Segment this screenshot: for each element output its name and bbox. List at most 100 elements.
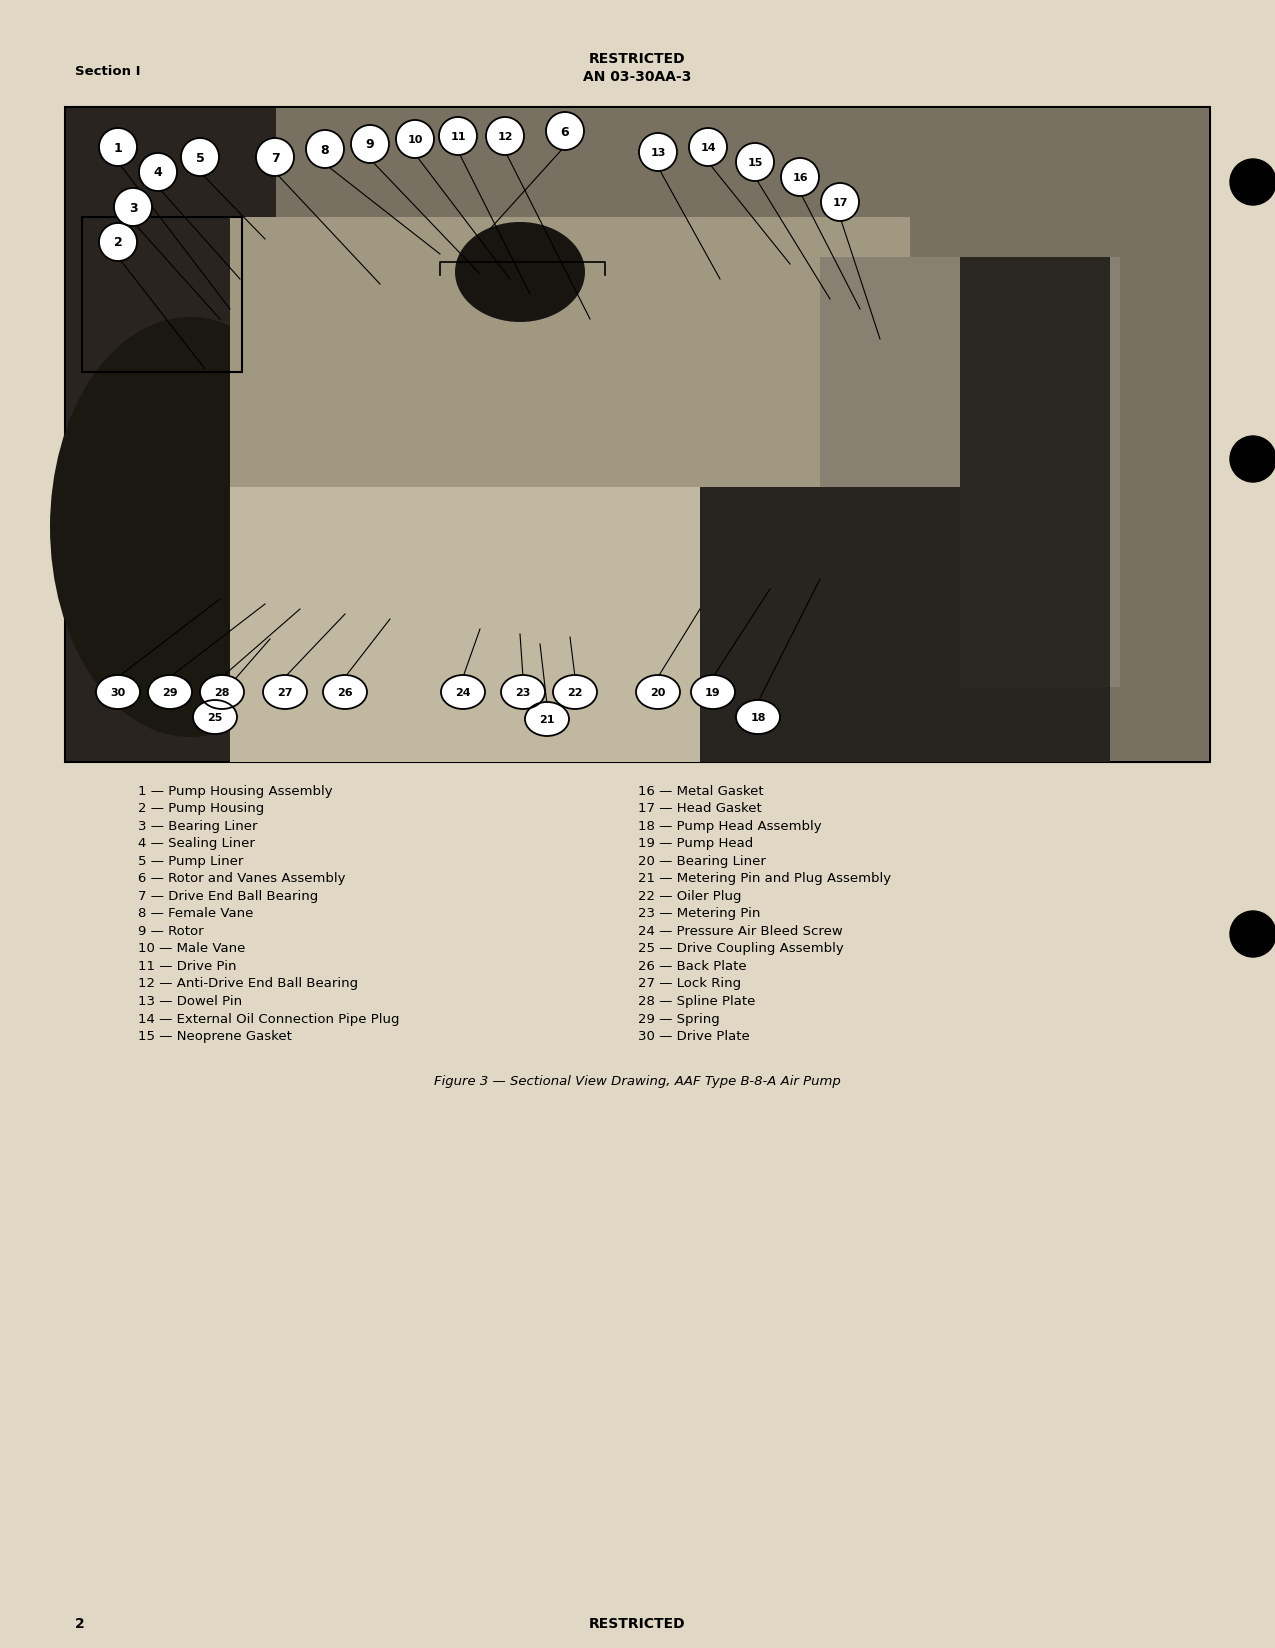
- Ellipse shape: [553, 676, 597, 710]
- Text: 3 — Bearing Liner: 3 — Bearing Liner: [138, 819, 258, 832]
- Text: 1 — Pump Housing Assembly: 1 — Pump Housing Assembly: [138, 784, 333, 798]
- Text: 20 — Bearing Liner: 20 — Bearing Liner: [638, 854, 766, 867]
- Text: 19: 19: [705, 687, 720, 697]
- Bar: [230, 218, 910, 488]
- Text: 18: 18: [750, 712, 766, 722]
- Text: 16 — Metal Gasket: 16 — Metal Gasket: [638, 784, 764, 798]
- Text: 17 — Head Gasket: 17 — Head Gasket: [638, 803, 761, 816]
- Text: 2 — Pump Housing: 2 — Pump Housing: [138, 803, 264, 816]
- Circle shape: [99, 129, 136, 166]
- Circle shape: [688, 129, 727, 166]
- Text: 25: 25: [208, 712, 223, 722]
- Text: 11 — Drive Pin: 11 — Drive Pin: [138, 959, 236, 972]
- Text: 26 — Back Plate: 26 — Back Plate: [638, 959, 747, 972]
- Text: 9 — Rotor: 9 — Rotor: [138, 925, 204, 938]
- Text: 1: 1: [113, 142, 122, 155]
- Text: 4: 4: [153, 166, 162, 180]
- Ellipse shape: [96, 676, 140, 710]
- Text: 20: 20: [650, 687, 666, 697]
- Ellipse shape: [323, 676, 367, 710]
- Text: 22: 22: [567, 687, 583, 697]
- Bar: [960, 257, 1111, 687]
- Text: 15: 15: [747, 158, 762, 168]
- Text: Section I: Section I: [75, 64, 140, 77]
- Circle shape: [1230, 911, 1275, 957]
- Ellipse shape: [525, 702, 569, 737]
- Bar: [230, 488, 929, 763]
- Text: 2: 2: [113, 236, 122, 249]
- Text: 22 — Oiler Plug: 22 — Oiler Plug: [638, 890, 742, 903]
- Text: 29: 29: [162, 687, 177, 697]
- Circle shape: [821, 185, 859, 222]
- Text: 25 — Drive Coupling Assembly: 25 — Drive Coupling Assembly: [638, 943, 844, 954]
- Text: 16: 16: [792, 173, 808, 183]
- Ellipse shape: [148, 676, 193, 710]
- Text: 15 — Neoprene Gasket: 15 — Neoprene Gasket: [138, 1030, 292, 1043]
- Circle shape: [306, 130, 344, 168]
- Circle shape: [139, 153, 177, 191]
- Text: 19 — Pump Head: 19 — Pump Head: [638, 837, 754, 850]
- Circle shape: [439, 119, 477, 157]
- Text: RESTRICTED: RESTRICTED: [589, 1617, 686, 1630]
- Text: 8: 8: [321, 143, 329, 157]
- Text: 21: 21: [539, 715, 555, 725]
- Text: 7: 7: [270, 152, 279, 165]
- Text: 27: 27: [277, 687, 293, 697]
- Text: 29 — Spring: 29 — Spring: [638, 1012, 720, 1025]
- Text: 30: 30: [111, 687, 126, 697]
- Text: 7 — Drive End Ball Bearing: 7 — Drive End Ball Bearing: [138, 890, 319, 903]
- Text: 6 — Rotor and Vanes Assembly: 6 — Rotor and Vanes Assembly: [138, 872, 346, 885]
- Bar: [65, 107, 1210, 763]
- Circle shape: [1230, 437, 1275, 483]
- Circle shape: [546, 114, 584, 152]
- Text: 21 — Metering Pin and Plug Assembly: 21 — Metering Pin and Plug Assembly: [638, 872, 891, 885]
- Text: 24 — Pressure Air Bleed Screw: 24 — Pressure Air Bleed Screw: [638, 925, 843, 938]
- Ellipse shape: [263, 676, 307, 710]
- Text: 24: 24: [455, 687, 470, 697]
- Text: 14 — External Oil Connection Pipe Plug: 14 — External Oil Connection Pipe Plug: [138, 1012, 399, 1025]
- Text: 5 — Pump Liner: 5 — Pump Liner: [138, 854, 244, 867]
- Text: 23 — Metering Pin: 23 — Metering Pin: [638, 906, 760, 920]
- Ellipse shape: [636, 676, 680, 710]
- Circle shape: [1230, 160, 1275, 206]
- Circle shape: [639, 133, 677, 171]
- Ellipse shape: [736, 700, 780, 735]
- Text: 23: 23: [515, 687, 530, 697]
- Circle shape: [486, 119, 524, 157]
- Text: 13 — Dowel Pin: 13 — Dowel Pin: [138, 994, 242, 1007]
- Circle shape: [256, 138, 295, 176]
- Text: RESTRICTED: RESTRICTED: [589, 53, 686, 66]
- Text: 8 — Female Vane: 8 — Female Vane: [138, 906, 254, 920]
- Circle shape: [782, 158, 819, 196]
- Text: 12: 12: [497, 132, 513, 142]
- Circle shape: [736, 143, 774, 181]
- Circle shape: [99, 224, 136, 262]
- Circle shape: [351, 125, 389, 163]
- Text: 4 — Sealing Liner: 4 — Sealing Liner: [138, 837, 255, 850]
- Text: 10 — Male Vane: 10 — Male Vane: [138, 943, 245, 954]
- Text: 28: 28: [214, 687, 230, 697]
- Ellipse shape: [691, 676, 734, 710]
- Text: 6: 6: [561, 125, 570, 138]
- Text: 13: 13: [650, 148, 666, 158]
- Circle shape: [181, 138, 219, 176]
- Text: Figure 3 — Sectional View Drawing, AAF Type B-8-A Air Pump: Figure 3 — Sectional View Drawing, AAF T…: [434, 1074, 840, 1088]
- Text: 3: 3: [129, 201, 138, 214]
- Circle shape: [113, 190, 152, 227]
- Bar: [700, 488, 1111, 763]
- Text: 18 — Pump Head Assembly: 18 — Pump Head Assembly: [638, 819, 821, 832]
- Ellipse shape: [441, 676, 484, 710]
- Text: AN 03-30AA-3: AN 03-30AA-3: [583, 69, 691, 84]
- Text: 17: 17: [833, 198, 848, 208]
- Bar: [66, 109, 1209, 761]
- Ellipse shape: [455, 222, 585, 323]
- Ellipse shape: [501, 676, 544, 710]
- Text: 11: 11: [450, 132, 465, 142]
- Text: 14: 14: [700, 143, 715, 153]
- Text: 2: 2: [75, 1617, 84, 1630]
- Text: 10: 10: [407, 135, 423, 145]
- Bar: [66, 109, 1209, 761]
- Bar: [66, 109, 275, 761]
- Ellipse shape: [50, 318, 330, 738]
- Text: 26: 26: [337, 687, 353, 697]
